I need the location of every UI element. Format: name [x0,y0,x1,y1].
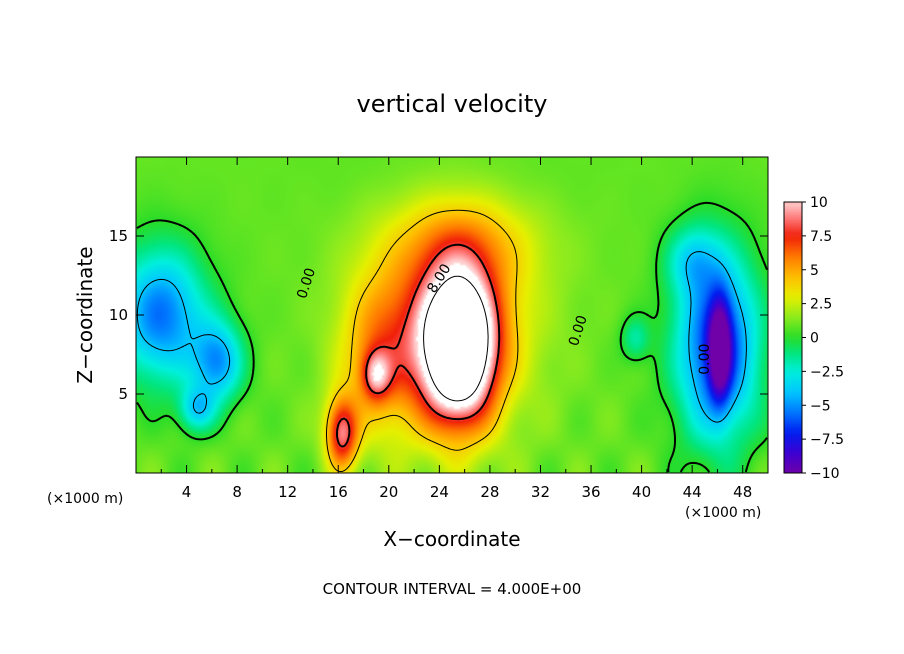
x-tick-label: 40 [632,483,651,501]
colorbar-tick-label: 2.5 [810,297,832,313]
velocity-field [136,157,768,473]
x-unit-left: (×1000 m) [47,491,123,507]
x-unit-right: (×1000 m) [685,505,761,521]
colorbar-tick-label: −5 [810,398,831,414]
y-tick-label: 10 [109,306,128,324]
colorbar-gradient [784,202,802,473]
contour-level [136,201,768,473]
x-tick-label: 48 [733,483,752,501]
contour-level [326,209,519,473]
contour-interval-note: CONTOUR INTERVAL = 4.000E+00 [323,580,582,598]
colorbar-tick-label: 10 [810,195,828,211]
x-tick-label: 44 [683,483,702,501]
colorbar-tick-label: 0 [810,331,819,347]
contour-lines [136,201,768,473]
contour-level [423,275,489,402]
plot-area: 0.00 8.000.000.00 4 8 12 16 20 24 28 32 36 40 44 48 … [109,156,769,501]
colorbar-tick-label: −7.5 [810,432,844,448]
colorbar: 10 7.5 5 2.5 0 −2.5 −5 −7.5 −10 [783,195,844,482]
colorbar-tick-label: −2.5 [810,364,844,380]
x-axis-title: X−coordinate [383,527,520,551]
colorbar-tick-label: 7.5 [810,229,832,245]
x-tick-label: 12 [278,483,297,501]
colorbar-ticks: 10 7.5 5 2.5 0 −2.5 −5 −7.5 −10 [802,195,844,482]
contour-level [336,243,501,448]
y-axis-ticks: 5 10 15 [109,227,768,403]
contour-level [136,251,747,423]
y-tick-label: 15 [109,227,128,245]
x-tick-label: 20 [379,483,398,501]
x-tick-label: 4 [182,483,192,501]
x-tick-label: 32 [531,483,550,501]
x-tick-label: 16 [329,483,348,501]
x-tick-label: 8 [232,483,242,501]
colorbar-tick-label: −10 [810,466,840,482]
y-axis-title: Z−coordinate [73,246,97,383]
x-axis-ticks: 4 8 12 16 20 24 28 32 36 40 44 48 [160,157,752,501]
contour-label: 0.00 [697,344,713,375]
x-tick-label: 24 [430,483,449,501]
colorbar-tick-label: 5 [810,263,819,279]
y-tick-label: 5 [118,385,128,403]
chart-title: vertical velocity [357,90,548,118]
x-tick-label: 28 [480,483,499,501]
x-tick-label: 36 [581,483,600,501]
